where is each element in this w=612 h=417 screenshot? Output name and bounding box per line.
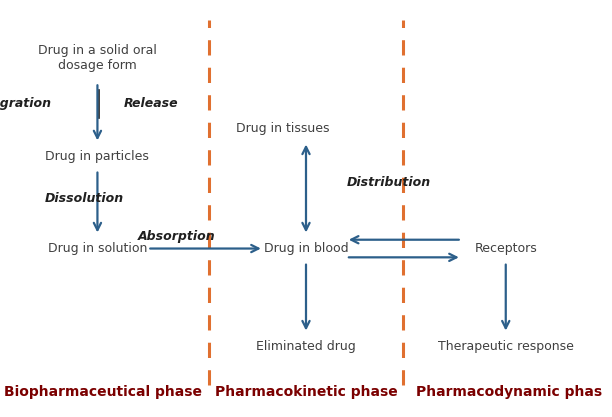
Text: Absorption: Absorption — [138, 230, 215, 243]
Text: Disintegration: Disintegration — [0, 97, 52, 110]
Text: Distribution: Distribution — [347, 176, 431, 189]
Text: Pharmacokinetic phase: Pharmacokinetic phase — [215, 384, 397, 399]
Text: Drug in a solid oral
dosage form: Drug in a solid oral dosage form — [38, 44, 157, 73]
Text: Release: Release — [124, 97, 179, 110]
Text: Drug in blood: Drug in blood — [264, 242, 348, 255]
Text: Receptors: Receptors — [474, 242, 537, 255]
Text: Therapeutic response: Therapeutic response — [438, 340, 573, 353]
Text: Biopharmaceutical phase: Biopharmaceutical phase — [4, 384, 203, 399]
Text: Pharmacodynamic phas: Pharmacodynamic phas — [416, 384, 602, 399]
Text: Drug in particles: Drug in particles — [45, 150, 149, 163]
Text: Drug in tissues: Drug in tissues — [236, 122, 329, 135]
Text: Drug in solution: Drug in solution — [48, 242, 147, 255]
Text: Dissolution: Dissolution — [45, 192, 124, 206]
Text: Eliminated drug: Eliminated drug — [256, 340, 356, 353]
